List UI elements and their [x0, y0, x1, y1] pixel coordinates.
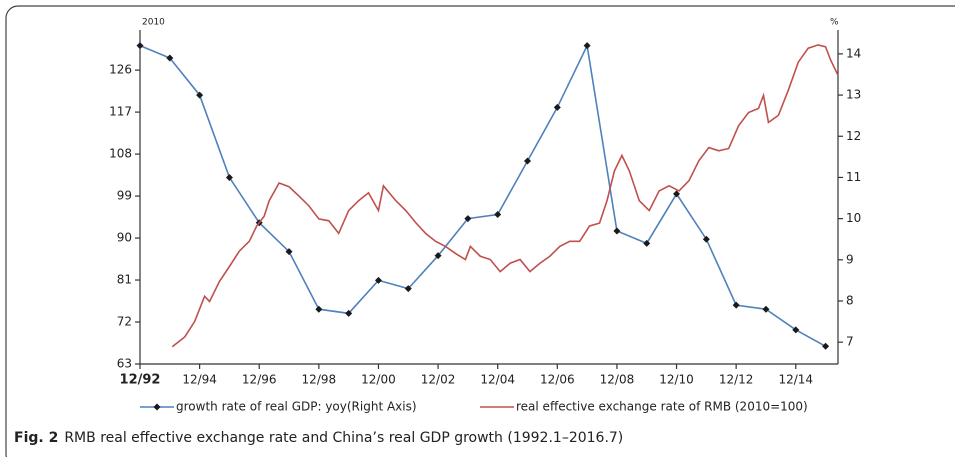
caption-text: RMB real effective exchange rate and Chi… [64, 430, 623, 446]
y-tick-label: 90 [117, 231, 132, 245]
y2-tick-label: 13 [846, 88, 861, 102]
y-tick-label: 126 [109, 63, 132, 77]
y2-axis-label: % [830, 18, 839, 28]
data-point [822, 342, 830, 350]
y2-tick-label: 12 [846, 129, 861, 143]
x-tick-label: 12/06 [540, 373, 575, 387]
y2-tick-label: 7 [846, 335, 854, 349]
y2-tick-label: 8 [846, 293, 854, 307]
x-tick-label: 12/10 [659, 373, 694, 387]
y2-tick-label: 11 [846, 170, 861, 184]
legend-label: growth rate of real GDP: yoy(Right Axis) [176, 400, 417, 414]
series-line [171, 44, 839, 348]
caption-label: Fig. 2 [14, 430, 58, 446]
data-point [792, 326, 800, 334]
y-tick-label: 108 [109, 147, 132, 161]
x-tick-label: 12/14 [778, 373, 813, 387]
data-point [553, 103, 561, 111]
y-tick-label: 117 [109, 105, 132, 119]
data-point [524, 157, 532, 165]
data-point [613, 227, 621, 235]
x-tick-label: 12/98 [302, 373, 337, 387]
caption: Fig. 2 RMB real effective exchange rate a… [14, 430, 623, 446]
data-point [374, 276, 382, 284]
data-point [345, 309, 353, 317]
data-point [434, 252, 442, 260]
data-point [732, 301, 740, 309]
x-tick-label: 12/04 [480, 373, 515, 387]
data-point [762, 305, 770, 313]
y-tick-label: 81 [117, 273, 132, 287]
frame [5, 5, 955, 457]
x-tick-label: 12/94 [182, 373, 217, 387]
data-point [166, 54, 174, 62]
x-tick-label: 12/02 [421, 373, 456, 387]
legend-marker [153, 403, 161, 411]
data-point [464, 215, 472, 223]
x-tick-label: 12/00 [361, 373, 396, 387]
y2-tick-label: 14 [846, 46, 861, 60]
data-point [404, 285, 412, 293]
data-point [494, 211, 502, 219]
data-point [136, 42, 144, 50]
data-point [315, 305, 323, 313]
y-axis-label: 2010 [142, 18, 165, 28]
y-tick-label: 99 [117, 189, 132, 203]
data-point [702, 235, 710, 243]
data-point [583, 42, 591, 50]
data-point [673, 190, 681, 198]
x-tick-label: 12/08 [600, 373, 635, 387]
x-tick-label: 12/92 [120, 373, 161, 388]
y-tick-label: 63 [117, 357, 132, 371]
x-tick-label: 12/12 [719, 373, 754, 387]
x-tick-label: 12/96 [242, 373, 277, 387]
y-tick-label: 72 [117, 315, 132, 329]
data-point [643, 239, 651, 247]
legend-label: real effective exchange rate of RMB (201… [516, 400, 808, 414]
data-point [285, 248, 293, 256]
data-point [196, 91, 204, 99]
data-point [225, 173, 233, 181]
series-line [139, 43, 826, 347]
y2-tick-label: 10 [846, 211, 861, 225]
y2-tick-label: 9 [846, 252, 854, 266]
